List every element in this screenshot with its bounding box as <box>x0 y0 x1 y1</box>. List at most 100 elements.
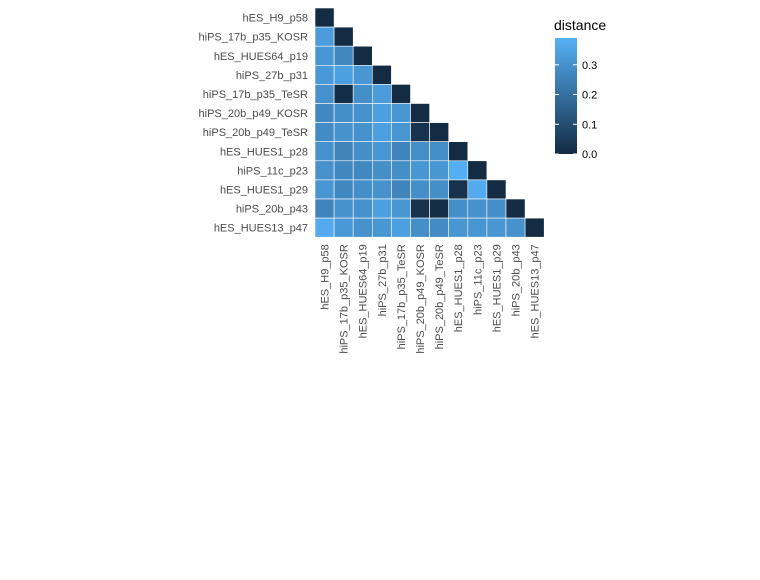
heatmap-cell <box>524 217 545 238</box>
heatmap-cell <box>333 103 354 123</box>
legend-tick-label: 0.3 <box>582 60 597 72</box>
heatmap-cell <box>333 122 354 142</box>
heatmap-cell <box>371 103 392 123</box>
heatmap-cell <box>410 160 430 181</box>
heatmap-cell <box>352 141 373 162</box>
heatmap-cell <box>410 141 430 162</box>
heatmap-cell <box>467 179 488 200</box>
heatmap-cell <box>314 217 335 238</box>
heatmap-cell <box>352 122 373 142</box>
heatmap-cell <box>333 179 354 200</box>
x-tick-label-hips-17b-p35-tesr: hiPS_17b_p35_TeSR <box>396 244 408 349</box>
legend-ticks: 0.0 0.1 0.2 0.3 <box>555 60 597 161</box>
heatmap-cell <box>371 122 392 142</box>
x-tick-label-hips-11c-p23: hiPS_11c_p23 <box>472 244 484 315</box>
y-axis-tick-labels: hES_H9_p58 hiPS_17b_p35_KOSR hES_HUES64_p1… <box>199 13 309 235</box>
y-tick-label-hips-11c-p23: hiPS_11c_p23 <box>237 165 308 177</box>
legend-tick-label: 0.0 <box>582 149 597 161</box>
heatmap-cell <box>391 103 411 123</box>
y-tick-label-hes-hues13-p47: hES_HUES13_p47 <box>214 223 308 235</box>
heatmap-cell <box>314 160 335 181</box>
y-tick-label-hips-27b-p31: hiPS_27b_p31 <box>236 70 308 82</box>
x-tick-label-hes-hues64-p19: hES_HUES64_p19 <box>358 244 370 338</box>
x-tick-label-hes-hues1-p29: hES_HUES1_p29 <box>491 244 503 332</box>
legend-tick-label: 0.1 <box>582 119 597 131</box>
y-tick-label-hips-20b-p49-tesr: hiPS_20b_p49_TeSR <box>203 127 308 139</box>
heatmap-cell <box>352 45 373 66</box>
heatmap-cell <box>391 198 411 219</box>
heatmap-cell <box>391 84 411 104</box>
heatmap-cell <box>352 103 373 123</box>
x-axis-tick-labels: hES_H9_p58 hiPS_17b_p35_KOSR hES_HUES64_p1… <box>320 244 542 354</box>
heatmap-cell <box>467 198 488 219</box>
legend-colorbar <box>555 38 577 154</box>
y-tick-label-hes-h9-p58: hES_H9_p58 <box>243 13 308 25</box>
heatmap-cell <box>429 217 450 238</box>
heatmap-cell <box>410 198 430 219</box>
heatmap-cell <box>333 26 354 47</box>
heatmap-cell <box>333 160 354 181</box>
heatmap-cell <box>352 160 373 181</box>
y-tick-label-hes-hues64-p19: hES_HUES64_p19 <box>214 51 308 63</box>
heatmap-cell <box>391 160 411 181</box>
heatmap-cell <box>410 179 430 200</box>
heatmap-cell <box>486 217 507 238</box>
heatmap-cell <box>486 179 507 200</box>
heatmap-cell <box>352 179 373 200</box>
heatmap-cell <box>448 141 469 162</box>
heatmap-cell <box>314 103 335 123</box>
heatmap-cell <box>314 179 335 200</box>
heatmap-cell <box>371 141 392 162</box>
y-tick-label-hips-20b-p43: hiPS_20b_p43 <box>236 204 308 216</box>
heatmap-cell <box>391 141 411 162</box>
heatmap-cell <box>371 179 392 200</box>
heatmap-cell <box>486 198 507 219</box>
y-tick-label-hips-20b-p49-kosr: hiPS_20b_p49_KOSR <box>199 108 309 120</box>
heatmap-cell <box>429 141 450 162</box>
heatmap-cell <box>448 179 469 200</box>
heatmap-cell <box>391 179 411 200</box>
heatmap-cell <box>505 198 526 219</box>
heatmap-cell <box>352 65 373 85</box>
x-tick-label-hes-h9-p58: hES_H9_p58 <box>320 244 332 309</box>
heatmap-cell <box>314 7 335 28</box>
heatmap-cell <box>371 160 392 181</box>
x-tick-label-hips-17b-p35-kosr: hiPS_17b_p35_KOSR <box>339 244 351 354</box>
heatmap-cell <box>352 217 373 238</box>
heatmap-cell <box>333 45 354 66</box>
y-tick-label-hes-hues1-p29: hES_HUES1_p29 <box>220 184 308 196</box>
heatmap-cell <box>410 217 430 238</box>
heatmap-cell <box>448 217 469 238</box>
heatmap-cell <box>314 84 335 104</box>
legend: distance 0.0 0.1 0.2 0.3 <box>554 17 606 161</box>
x-tick-label-hips-20b-p49-kosr: hiPS_20b_p49_KOSR <box>415 244 427 354</box>
heatmap-cell <box>371 84 392 104</box>
heatmap-cell <box>429 198 450 219</box>
heatmap-cell <box>371 217 392 238</box>
heatmap-cell <box>333 217 354 238</box>
heatmap-cell <box>371 198 392 219</box>
heatmap-cell <box>314 65 335 85</box>
heatmap-cell <box>314 45 335 66</box>
heatmap-cell <box>448 198 469 219</box>
heatmap-cell <box>448 160 469 181</box>
y-tick-label-hes-hues1-p28: hES_HUES1_p28 <box>220 146 308 158</box>
heatmap-cell <box>352 198 373 219</box>
heatmap-cell <box>333 65 354 85</box>
heatmap-cell <box>314 26 335 47</box>
heatmap-cell <box>429 179 450 200</box>
x-tick-label-hes-hues1-p28: hES_HUES1_p28 <box>453 244 465 332</box>
heatmap-cell <box>314 198 335 219</box>
y-tick-label-hips-17b-p35-kosr: hiPS_17b_p35_KOSR <box>199 32 309 44</box>
y-tick-label-hips-17b-p35-tesr: hiPS_17b_p35_TeSR <box>203 89 308 101</box>
heatmap-cell <box>505 217 526 238</box>
legend-title: distance <box>554 17 606 33</box>
legend-tick-label: 0.2 <box>582 90 597 102</box>
heatmap-cell <box>410 122 430 142</box>
heatmap-cell <box>429 160 450 181</box>
heatmap-cell <box>391 122 411 142</box>
heatmap-cell <box>333 141 354 162</box>
x-tick-label-hes-hues13-p47: hES_HUES13_p47 <box>530 244 542 338</box>
heatmap-cell <box>314 122 335 142</box>
